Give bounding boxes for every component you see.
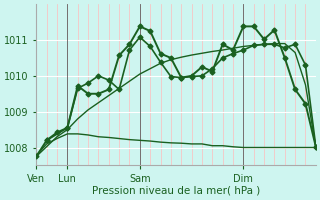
X-axis label: Pression niveau de la mer( hPa ): Pression niveau de la mer( hPa )	[92, 186, 260, 196]
